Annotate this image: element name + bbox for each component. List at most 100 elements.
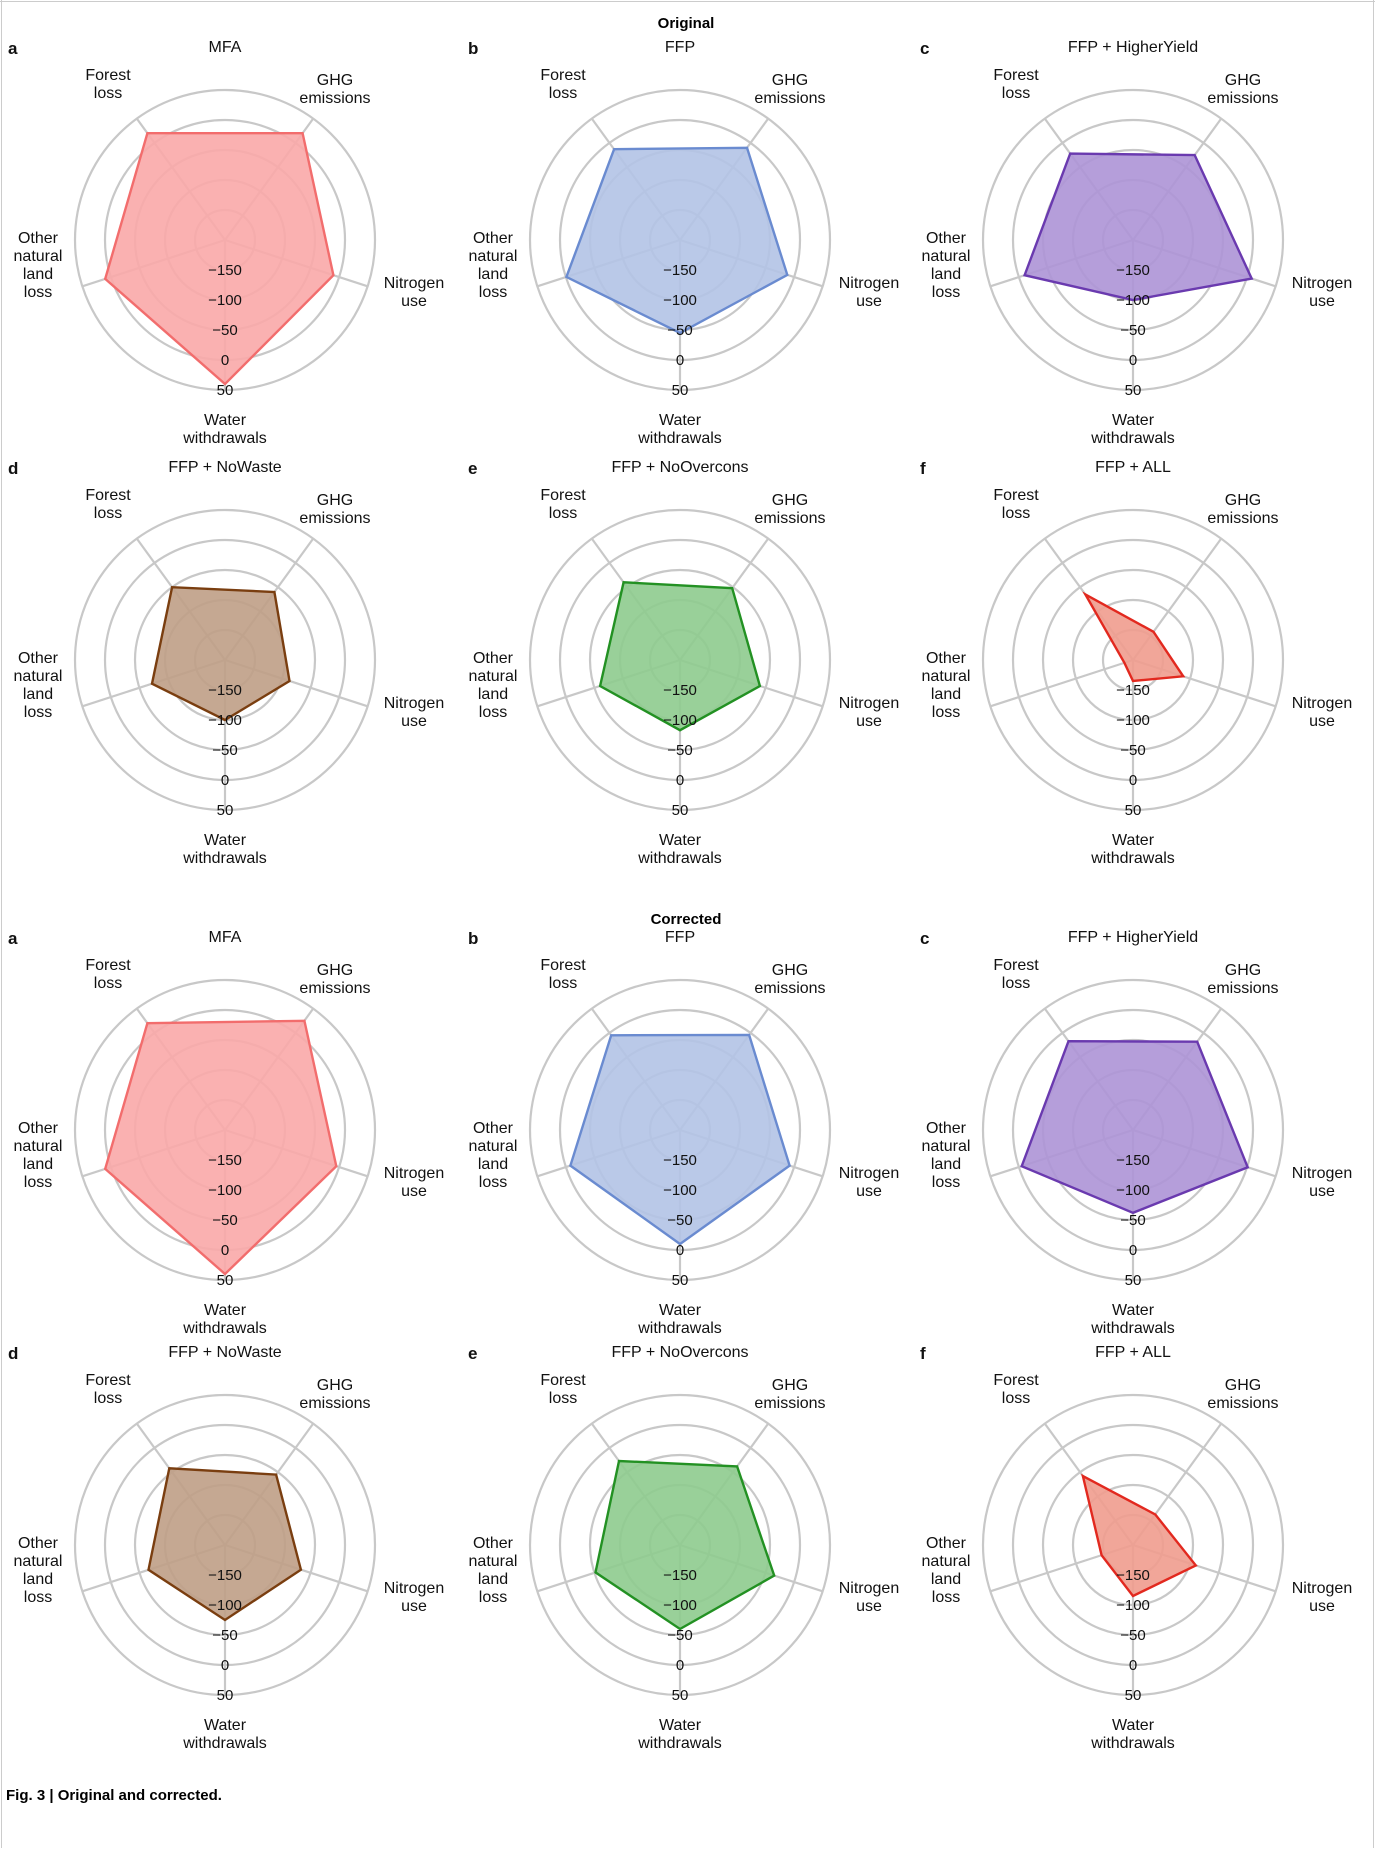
tick-label: −150 [208,682,242,699]
tick-label: 50 [217,1272,234,1289]
panel-title: MFA [209,39,242,56]
axis-label-line: land [23,1571,53,1588]
tick-label: 0 [221,1657,229,1674]
axis-label-line: loss [24,704,52,721]
axis-label-line: withdrawals [1090,430,1175,447]
tick-label: −100 [208,1597,242,1614]
tick-label: 50 [672,382,689,399]
axis-label-line: Water [1112,412,1155,429]
panel-title: FFP + ALL [1095,1344,1171,1361]
figure-caption: Fig. 3 | Original and corrected. [6,1787,222,1804]
tick-label: −50 [1120,322,1145,339]
tick-label: −50 [212,1627,237,1644]
axis-label-line: withdrawals [182,850,267,867]
tick-label: −50 [1120,1627,1145,1644]
axis-label-line: GHG [1225,1377,1261,1394]
axis-label-line: GHG [317,492,353,509]
axis-label-line: use [401,713,427,730]
axis-label-line: loss [932,284,960,301]
axis-label-line: land [931,1571,961,1588]
panel-title: MFA [209,929,242,946]
panel-letter: e [468,1344,477,1363]
axis-label-line: use [856,713,882,730]
axis-label-line: natural [469,668,518,685]
axis-label-line: emissions [1207,1395,1278,1412]
panel-title: FFP + ALL [1095,459,1171,476]
axis-label-line: use [1309,293,1335,310]
axis-label-line: natural [922,1553,971,1570]
axis-label-line: Nitrogen [384,1580,444,1597]
axis-label-line: natural [469,248,518,265]
axis-label-line: Other [473,650,514,667]
axis-label-line: Other [926,230,967,247]
tick-label: −100 [1116,1182,1150,1199]
panel-letter: d [8,1344,18,1363]
axis-label-line: loss [1002,85,1030,102]
series-area [600,582,760,730]
tick-label: −100 [663,712,697,729]
axis-label-line: Water [204,1302,247,1319]
tick-label: 50 [672,1687,689,1704]
tick-label: −100 [1116,292,1150,309]
axis-label-line: loss [549,1390,577,1407]
series-area [105,133,333,384]
tick-label: −150 [208,262,242,279]
tick-label: −100 [208,292,242,309]
axis-label-line: natural [14,248,63,265]
tick-label: 50 [1125,1687,1142,1704]
axis-label-line: loss [94,505,122,522]
grid-spoke [990,660,1133,706]
axis-label-line: use [856,293,882,310]
tick-label: −50 [212,1212,237,1229]
axis-label-line: loss [549,505,577,522]
axis-label-line: GHG [772,492,808,509]
tick-label: 50 [672,802,689,819]
axis-label-line: emissions [299,1395,370,1412]
axis-label-line: use [856,1598,882,1615]
series-area [1085,595,1183,682]
axis-label-line: loss [1002,1390,1030,1407]
axis-label-line: use [401,293,427,310]
axis-label-line: Other [18,650,59,667]
tick-label: 0 [676,772,684,789]
tick-label: 0 [1129,1242,1137,1259]
axis-label-line: emissions [299,510,370,527]
tick-label: 50 [217,1687,234,1704]
tick-label: −50 [1120,1212,1145,1229]
tick-label: −150 [1116,262,1150,279]
axis-label-line: use [1309,1598,1335,1615]
tick-label: −100 [663,1182,697,1199]
axis-label-line: natural [922,668,971,685]
axis-label-line: loss [549,975,577,992]
tick-label: −50 [212,742,237,759]
axis-label-line: Nitrogen [1292,1165,1352,1182]
tick-label: 0 [221,352,229,369]
axis-label-line: loss [932,704,960,721]
tick-label: 50 [217,802,234,819]
axis-label-line: natural [14,668,63,685]
panel-title: FFP + NoOvercons [611,459,748,476]
section-title-corrected: Corrected [651,911,722,928]
axis-label-line: use [401,1183,427,1200]
